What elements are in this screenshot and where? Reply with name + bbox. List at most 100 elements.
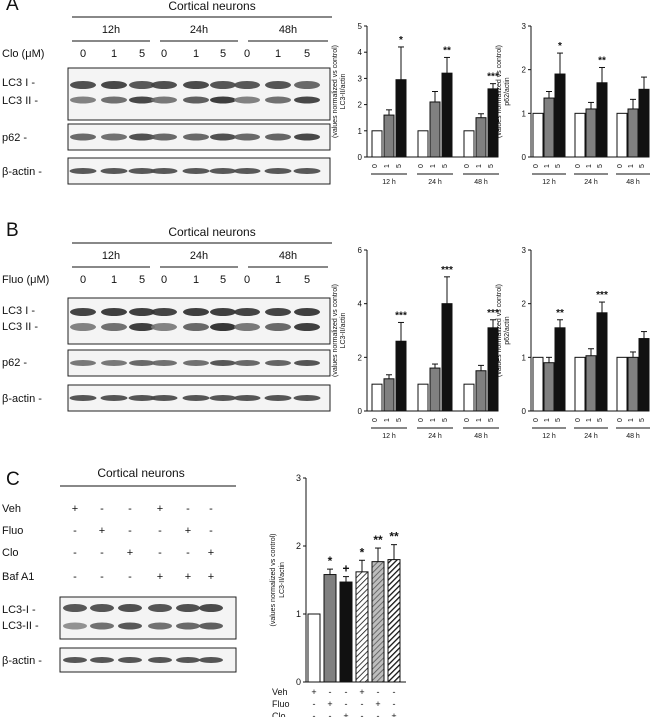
y-tick-label: 0 [358,407,363,416]
bar [543,97,555,158]
condition-sign: - [128,503,132,515]
x-tick-label: 0 [464,418,471,422]
bar [596,82,608,158]
bar [441,72,453,158]
band-p62 [101,360,127,366]
band-actin [293,395,321,401]
dose-label: 1 [111,274,117,286]
band-lc3-ii [129,323,155,331]
x-tick-label: 5 [396,164,403,168]
bar [638,338,650,412]
bar [307,613,321,683]
x-tick-label: 5 [555,164,562,168]
condition-sign: - [100,547,104,559]
condition-sign: + [375,699,380,709]
condition-sign: + [99,525,105,537]
y-axis-label: p62/actin [504,316,511,345]
treatment-label: Fluo (μM) [2,274,49,286]
condition-sign: - [128,525,132,537]
blot-lc3-frame [67,67,331,121]
band-lc3-i [234,81,260,89]
condition-sign: - [128,571,132,583]
band-lc3-ii [151,96,177,104]
x-tick-label: 1 [586,164,593,168]
band-actin [128,395,156,401]
blot-actin [67,157,331,185]
y-tick-label: 4 [358,48,363,57]
y-axis-label: LC3-II/actin [340,312,347,348]
x-tick-label: 0 [575,164,582,168]
bar [429,367,441,412]
condition-sign: + [208,571,214,583]
group-label: 12 h [542,179,556,186]
band-lc3-i [265,308,291,316]
band-actin [209,168,237,174]
bar [323,574,337,683]
condition-sign: - [158,525,162,537]
y-tick-label: 3 [522,22,527,31]
band-lc3-ii [101,323,127,331]
bar [371,130,383,158]
band-p62 [294,360,320,366]
condition-sign: - [73,525,77,537]
band-p62 [151,133,177,141]
band-lc3-i [63,604,87,612]
x-tick-label: 1 [544,418,551,422]
bar [371,383,383,412]
y-axis-label-secondary: (values normalized vs control) [332,284,339,377]
condition-sign: + [185,525,191,537]
blot-lc3-frame [59,596,237,640]
band-lc3-i [199,604,223,612]
blot-title: Cortical neurons [168,0,255,13]
treatment-label: Clo (μM) [2,48,44,60]
x-tick-label: 0 [617,164,624,168]
condition-sign: + [157,503,163,515]
condition-sign: + [127,547,133,559]
group-label: 24 h [428,433,442,440]
band-p62 [294,133,320,141]
condition-label: Fluo [2,525,23,537]
bar [616,356,628,412]
band-actin [148,657,172,663]
significance-label: *** [596,290,608,301]
y-tick-label: 1 [522,109,527,118]
group-label: 48 h [474,179,488,186]
x-tick-label: 5 [442,418,449,422]
blot-label: p62 - [2,132,27,144]
x-tick-label: 5 [442,164,449,168]
band-actin [100,395,128,401]
band-actin [209,395,237,401]
condition-sign: - [329,711,332,717]
bar [371,561,385,683]
group-label: 48 h [626,179,640,186]
x-tick-label: 0 [533,164,540,168]
band-lc3-ii [129,96,155,104]
condition-sign: + [185,571,191,583]
bar [554,327,566,412]
condition-sign: - [361,699,364,709]
band-lc3-ii [234,323,260,331]
band-lc3-i [151,81,177,89]
condition-sign: - [361,711,364,717]
y-tick-label: 2 [358,353,363,362]
condition-sign: + [327,699,332,709]
band-actin [100,168,128,174]
condition-sign: - [209,503,213,515]
y-tick-label: 0 [358,153,363,162]
x-tick-label: 1 [586,418,593,422]
condition-sign: - [393,699,396,709]
condition-sign: - [73,547,77,559]
band-lc3-i [183,308,209,316]
timepoint-label: 48h [279,250,297,262]
x-tick-label: 5 [488,418,495,422]
blot-label: p62 - [2,357,27,369]
band-actin [264,395,292,401]
band-lc3-i [210,308,236,316]
band-lc3-ii [148,622,172,630]
band-actin [150,395,178,401]
blot-lc3 [59,596,237,640]
group-label: 12 h [382,433,396,440]
band-lc3-ii [294,323,320,331]
band-actin [264,168,292,174]
